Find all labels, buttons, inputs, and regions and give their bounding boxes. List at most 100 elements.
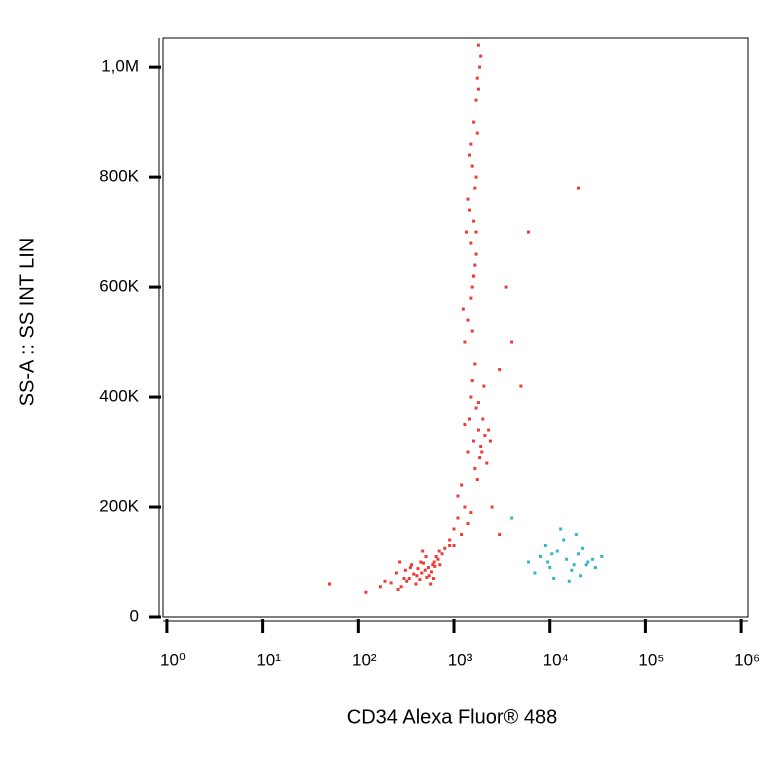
point	[475, 478, 479, 482]
point	[416, 567, 420, 571]
point	[466, 197, 470, 201]
x-tick-label: 10³	[448, 650, 473, 669]
y-tick-label: 200K	[99, 497, 139, 516]
point	[490, 505, 494, 509]
point	[472, 274, 476, 278]
point	[570, 568, 574, 572]
point	[431, 563, 435, 567]
point	[429, 570, 433, 574]
x-tick-label: 10⁰	[160, 650, 186, 669]
point	[438, 563, 442, 567]
point	[559, 527, 563, 531]
point	[562, 538, 566, 542]
point	[586, 560, 590, 564]
point	[483, 434, 487, 438]
point	[448, 538, 452, 542]
point	[469, 395, 473, 399]
point	[478, 65, 482, 69]
point	[473, 362, 477, 366]
y-tick-label: 0	[130, 606, 139, 625]
point	[584, 563, 588, 567]
point	[466, 450, 470, 454]
point	[546, 560, 550, 564]
point	[461, 307, 465, 311]
point	[427, 574, 431, 578]
point	[448, 544, 452, 548]
point	[510, 340, 514, 344]
point	[394, 571, 398, 575]
point	[474, 230, 478, 234]
point	[402, 577, 406, 581]
point	[476, 43, 480, 47]
point	[460, 533, 464, 537]
y-tick-label: 600K	[99, 277, 139, 296]
point	[476, 401, 480, 405]
point	[328, 582, 332, 586]
point	[469, 142, 473, 146]
point	[580, 546, 584, 550]
point	[478, 456, 482, 460]
point	[421, 549, 425, 553]
point	[420, 571, 424, 575]
y-tick-label: 400K	[99, 387, 139, 406]
point	[555, 549, 559, 553]
point	[396, 588, 400, 592]
point	[600, 555, 604, 559]
point	[383, 579, 387, 583]
point	[418, 578, 422, 582]
point	[519, 384, 523, 388]
point	[378, 585, 382, 589]
point	[533, 571, 537, 575]
point	[482, 384, 486, 388]
point	[412, 572, 416, 576]
point	[456, 516, 460, 520]
point	[577, 552, 581, 556]
point	[467, 417, 471, 421]
point	[398, 560, 402, 564]
point	[479, 54, 483, 58]
point	[567, 579, 571, 583]
point	[414, 582, 418, 586]
point	[431, 577, 435, 581]
point	[470, 164, 474, 168]
point	[452, 544, 456, 548]
point	[466, 318, 470, 322]
point	[403, 568, 407, 572]
point	[487, 428, 491, 432]
point	[463, 340, 467, 344]
point	[480, 450, 484, 454]
point	[469, 241, 473, 245]
point	[405, 579, 409, 583]
point	[572, 563, 576, 567]
point	[472, 439, 476, 443]
point	[574, 533, 578, 537]
point	[593, 566, 597, 570]
y-tick-label: 800K	[99, 167, 139, 186]
point	[565, 557, 569, 561]
point	[488, 439, 492, 443]
point	[485, 461, 489, 465]
point	[504, 285, 508, 289]
point	[552, 577, 556, 581]
point	[510, 516, 514, 520]
point	[415, 574, 419, 578]
point	[472, 219, 476, 223]
point	[437, 549, 441, 553]
point	[466, 522, 470, 526]
point	[481, 417, 485, 421]
point	[476, 428, 480, 432]
point	[577, 186, 581, 190]
point	[408, 566, 412, 570]
point	[473, 186, 477, 190]
x-tick-label: 10²	[352, 650, 377, 669]
point	[434, 555, 438, 559]
x-tick-label: 10¹	[256, 650, 281, 669]
point	[456, 494, 460, 498]
point	[463, 505, 467, 509]
x-tick-label: 10⁴	[543, 650, 569, 669]
plot-frame	[162, 37, 749, 618]
point	[543, 544, 547, 548]
point	[429, 582, 433, 586]
point	[548, 566, 552, 570]
